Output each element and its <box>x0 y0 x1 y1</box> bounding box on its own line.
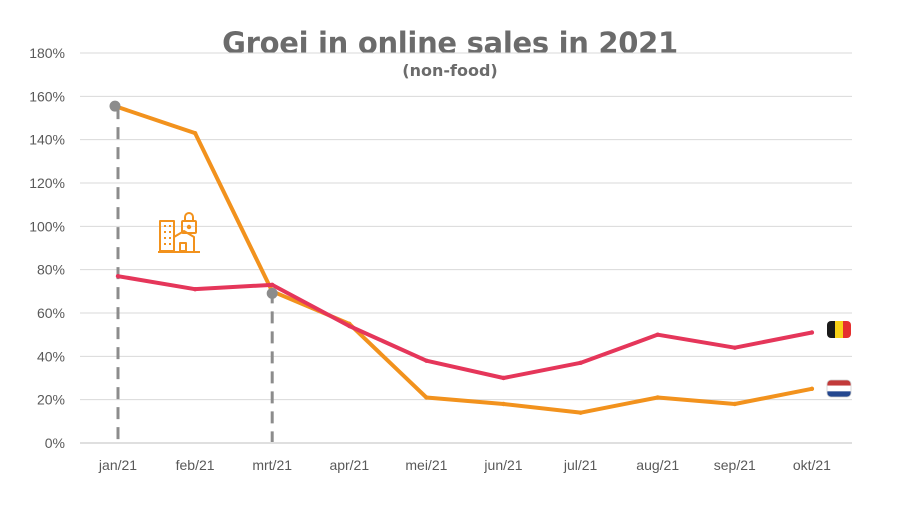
data-point <box>115 273 121 279</box>
data-point <box>501 375 506 381</box>
series-line <box>116 274 814 380</box>
data-point <box>732 401 737 407</box>
x-tick-label: feb/21 <box>176 457 215 473</box>
netherlands-flag-icon <box>826 379 852 398</box>
y-tick-label: 20% <box>37 392 65 408</box>
x-tick-label: okt/21 <box>793 457 831 473</box>
y-tick-label: 60% <box>37 305 65 321</box>
y-axis-tick-labels: 0% 20% 40% 60% 80% 100% 120% 140% 160% 180% <box>29 45 65 451</box>
series-line <box>116 105 814 415</box>
data-point <box>732 345 737 350</box>
data-point <box>424 358 429 363</box>
y-tick-label: 0% <box>45 435 65 451</box>
x-tick-label: jan/21 <box>98 457 137 473</box>
chart-subtitle: (non-food) <box>402 61 498 80</box>
x-tick-label: aug/21 <box>636 457 679 473</box>
belgium-flag-icon <box>827 321 851 338</box>
lockdown-buildings-icon <box>158 212 200 253</box>
gridlines <box>80 52 852 444</box>
series-lines <box>115 104 815 415</box>
y-tick-label: 100% <box>29 218 65 234</box>
y-tick-label: 80% <box>37 262 65 278</box>
x-tick-label: apr/21 <box>329 457 369 473</box>
y-tick-label: 160% <box>29 88 65 104</box>
y-tick-label: 40% <box>37 348 65 364</box>
lock-keyhole-shape <box>186 224 192 230</box>
x-tick-label: mei/21 <box>405 457 447 473</box>
house-shape <box>173 230 195 251</box>
x-tick-label: jun/21 <box>483 457 522 473</box>
annotation-marker <box>109 100 121 112</box>
data-point <box>192 286 198 292</box>
lock-shackle-shape <box>184 212 194 221</box>
data-point <box>501 401 506 407</box>
x-tick-label: sep/21 <box>714 457 756 473</box>
y-tick-label: 120% <box>29 175 65 191</box>
data-point <box>578 360 583 366</box>
x-tick-label: jul/21 <box>563 457 598 473</box>
data-point <box>655 332 660 337</box>
building-shape <box>159 220 175 252</box>
data-point <box>270 282 275 288</box>
data-point <box>347 323 352 329</box>
lock-body-shape <box>181 220 197 234</box>
door-shape <box>179 242 187 252</box>
data-point <box>424 395 429 400</box>
annotation-markers <box>109 100 278 299</box>
annotation-drop-lines <box>116 107 274 442</box>
data-point <box>809 330 815 335</box>
y-tick-label: 180% <box>29 45 65 61</box>
chart-title: Groei in online sales in 2021 <box>222 26 678 60</box>
data-point <box>192 130 198 136</box>
x-axis-tick-labels: jan/21 feb/21 mrt/21 apr/21 mei/21 jun/21 jul/… <box>98 457 831 473</box>
data-point <box>809 386 815 392</box>
x-tick-label: mrt/21 <box>252 457 292 473</box>
data-point <box>655 395 660 400</box>
data-point <box>578 410 583 415</box>
legend-flags <box>826 321 852 398</box>
annotation-marker <box>266 287 278 299</box>
buildings-lock-shape <box>158 212 200 253</box>
y-tick-label: 140% <box>29 132 65 148</box>
